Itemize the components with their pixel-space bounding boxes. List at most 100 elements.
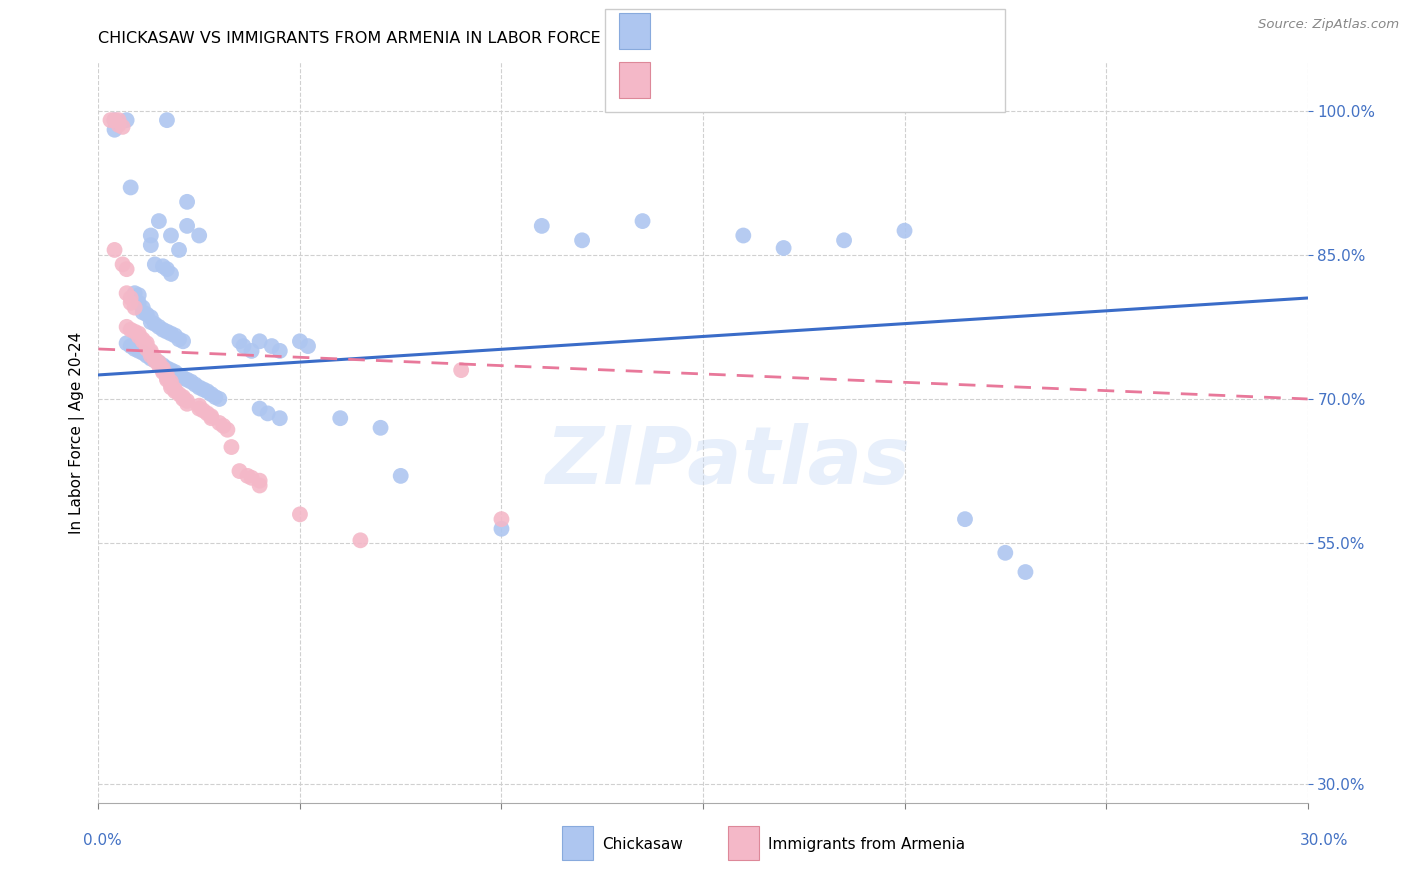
Text: 0.123: 0.123 (703, 21, 772, 40)
Point (139, 349, 162, 363)
Point (160, 363, 183, 377)
Point (232, 339, 254, 353)
Point (994, 546, 1017, 560)
Point (128, 295, 150, 310)
Point (143, 353, 166, 368)
Point (152, 323, 174, 337)
Point (256, 406, 278, 420)
Point (128, 343, 150, 358)
Point (124, 286, 146, 301)
Point (200, 411, 222, 425)
Point (176, 194, 198, 209)
Point (103, 122, 125, 136)
Point (148, 214, 170, 228)
Point (200, 387, 222, 401)
Text: ZIPatlas: ZIPatlas (544, 423, 910, 501)
Point (132, 332, 155, 346)
Point (172, 390, 194, 404)
Point (128, 288, 150, 302)
Point (249, 334, 271, 349)
Point (160, 375, 183, 389)
Point (139, 346, 162, 360)
Point (450, 363, 472, 377)
Point (491, 512, 513, 526)
Point (176, 393, 198, 408)
Text: R =: R = (661, 70, 703, 89)
Point (148, 319, 170, 334)
Point (135, 339, 157, 353)
Point (156, 262, 179, 277)
Point (370, 421, 392, 435)
Point (139, 343, 162, 358)
Point (132, 301, 155, 315)
Point (228, 334, 250, 349)
Point (188, 399, 211, 413)
Point (772, 241, 794, 255)
Point (160, 267, 183, 281)
Point (249, 474, 271, 488)
Point (184, 377, 207, 392)
Point (163, 328, 186, 343)
Point (120, 339, 142, 353)
Point (167, 332, 190, 346)
Point (103, 243, 125, 257)
Point (152, 359, 174, 373)
Point (172, 334, 194, 349)
Text: 30.0%: 30.0% (1301, 833, 1348, 847)
Point (156, 325, 179, 339)
Text: Chickasaw: Chickasaw (602, 838, 683, 852)
Point (111, 257, 134, 271)
Point (195, 384, 218, 399)
Point (491, 522, 513, 536)
Point (167, 387, 190, 401)
Point (240, 343, 263, 358)
Point (389, 469, 412, 483)
Text: N =: N = (776, 21, 832, 40)
Point (135, 349, 157, 363)
Point (115, 286, 138, 301)
Point (195, 406, 218, 420)
Point (172, 392, 194, 406)
Point (152, 361, 174, 376)
Text: Immigrants from Armenia: Immigrants from Armenia (768, 838, 965, 852)
Point (349, 533, 371, 548)
Point (103, 113, 125, 128)
Point (160, 228, 183, 243)
Point (204, 390, 226, 404)
Point (156, 373, 179, 387)
Point (733, 228, 755, 243)
Point (167, 368, 190, 382)
Point (111, 120, 134, 134)
Text: -0.107: -0.107 (703, 70, 772, 89)
Point (260, 339, 283, 353)
Point (163, 365, 186, 379)
Point (135, 342, 157, 356)
Point (100, 113, 122, 128)
Point (143, 257, 166, 271)
Point (120, 291, 142, 305)
Point (120, 323, 142, 337)
Text: N =: N = (776, 70, 832, 89)
Point (188, 401, 211, 416)
Point (139, 310, 162, 325)
Point (148, 359, 170, 373)
Point (135, 307, 157, 321)
Point (115, 262, 138, 277)
Point (180, 375, 202, 389)
Point (228, 464, 250, 478)
Point (172, 371, 194, 385)
Point (200, 409, 222, 424)
Point (128, 326, 150, 341)
Point (297, 339, 319, 353)
Point (135, 336, 157, 351)
Text: CHICKASAW VS IMMIGRANTS FROM ARMENIA IN LABOR FORCE | AGE 20-24 CORRELATION CHAR: CHICKASAW VS IMMIGRANTS FROM ARMENIA IN … (98, 31, 880, 47)
Y-axis label: In Labor Force | Age 20-24: In Labor Force | Age 20-24 (69, 332, 84, 533)
Point (124, 301, 146, 315)
Point (139, 351, 162, 366)
Point (107, 118, 129, 132)
Point (156, 371, 179, 385)
Point (132, 334, 155, 349)
Text: 0.0%: 0.0% (83, 833, 122, 847)
Point (128, 329, 150, 343)
Point (139, 228, 162, 243)
